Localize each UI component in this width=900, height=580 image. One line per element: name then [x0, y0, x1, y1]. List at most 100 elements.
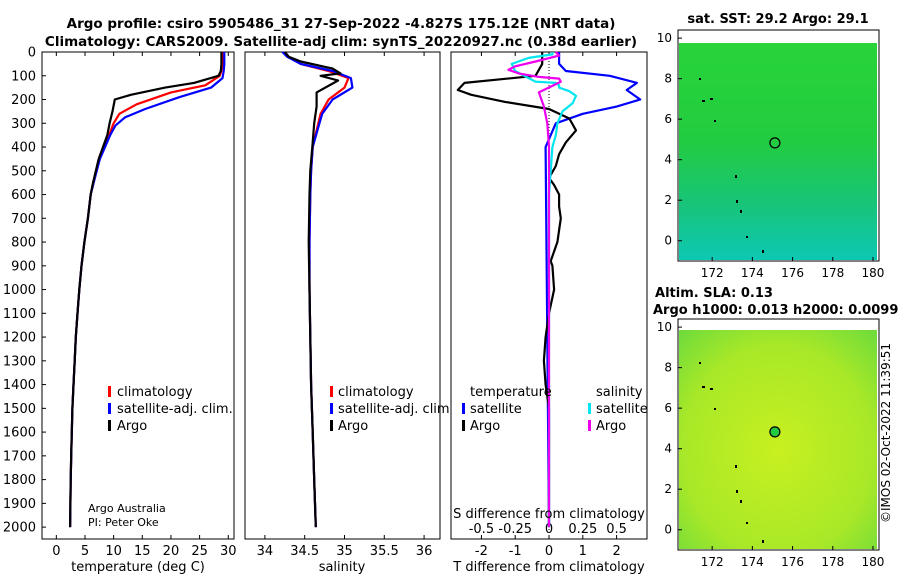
lon-tick-label: 172 — [701, 555, 724, 569]
lat-tick-label: 2 — [664, 193, 672, 207]
t-difference-tick-label: -2 — [475, 544, 488, 559]
lon-tick-label: 178 — [821, 555, 844, 569]
legend-label-climatology: climatology — [338, 385, 414, 400]
temperature-tick-label: 0 — [52, 544, 60, 559]
salinity-xlabel: salinity — [319, 560, 366, 575]
s-difference-tick-label: -0.5 — [469, 522, 494, 537]
imos-timestamp: ©IMOS 02-Oct-2022 11:39:51 — [879, 343, 893, 523]
lon-tick-label: 176 — [781, 555, 804, 569]
legend-label-s-satellite: satellite — [596, 402, 648, 417]
s-difference-tick-label: 0.5 — [606, 522, 627, 537]
temperature-tick-label: 15 — [134, 544, 151, 559]
salinity-tick-label: 34.5 — [290, 544, 319, 559]
temperature-tick-label: 25 — [191, 544, 208, 559]
depth-tick-label: 1900 — [3, 497, 36, 512]
difference-profile-lines — [456, 51, 642, 528]
sla-map-panel: Altim. SLA: 0.13 Argo h1000: 0.013 h2000… — [653, 286, 898, 569]
lat-tick-label: 2 — [664, 482, 672, 496]
credit-org: Argo Australia — [88, 502, 166, 515]
depth-tick-label: 800 — [11, 236, 36, 251]
temperature-tick-label: 5 — [81, 544, 89, 559]
series-line-argo — [69, 52, 223, 528]
legend-swatch-s-satellite — [588, 403, 591, 414]
salinity-tick-label: 35 — [336, 544, 353, 559]
depth-tick-label: 1000 — [3, 283, 36, 298]
legend-label-argo: Argo — [338, 419, 368, 434]
temperature-axes-box — [41, 51, 235, 540]
depth-tick-label: 400 — [11, 141, 36, 156]
legend-label-satellite: satellite-adj. clim. — [338, 402, 454, 417]
series-line-t-satellite — [544, 52, 642, 528]
temperature-panel: 0100200300400500600700800900100011001200… — [3, 46, 455, 575]
series-line-t-argo — [456, 52, 578, 528]
depth-tick-label: 1700 — [3, 449, 36, 464]
salinity-axes-box — [244, 51, 441, 540]
legend-swatch-argo — [330, 420, 333, 431]
salinity-panel: 34 34.5 35 35.5 36 salinity climatology sate… — [244, 51, 454, 575]
salinity-profile-lines — [281, 51, 354, 528]
t-difference-axis-ticks: -2 -1 0 1 2 — [475, 52, 621, 559]
legend-label-t-argo: Argo — [470, 419, 500, 434]
lat-tick-label: 10 — [657, 320, 672, 334]
lon-tick-label: 172 — [701, 266, 724, 280]
lon-tick-label: 180 — [862, 266, 885, 280]
sla-map-islands — [699, 362, 764, 543]
series-line-argo — [283, 51, 342, 528]
lat-tick-label: 4 — [664, 153, 672, 167]
depth-tick-label: 100 — [11, 69, 36, 84]
temperature-legend: climatology satellite-adj. clim. Argo — [108, 385, 233, 434]
lon-tick-label: 176 — [781, 266, 804, 280]
depth-tick-label: 600 — [11, 188, 36, 203]
legend-label-climatology: climatology — [117, 385, 193, 400]
sla-map-field — [679, 330, 877, 549]
salinity-tick-label: 36 — [416, 544, 433, 559]
salinity-axis-ticks: 34 34.5 35 35.5 36 — [257, 52, 433, 559]
sst-map-panel: sat. SST: 29.2 Argo: 29.1 172 174 176 178 18… — [657, 12, 885, 280]
lat-tick-label: 8 — [664, 361, 672, 375]
temperature-tick-label: 30 — [220, 544, 237, 559]
argo-location-marker — [769, 426, 781, 438]
lat-tick-label: 0 — [664, 234, 672, 248]
lon-tick-label: 178 — [821, 266, 844, 280]
depth-tick-label: 1800 — [3, 473, 36, 488]
legend-swatch-satellite — [330, 403, 333, 414]
temperature-profile-lines — [69, 52, 226, 528]
argo-location-marker — [769, 137, 781, 149]
t-difference-tick-label: 0 — [545, 544, 553, 559]
salinity-tick-label: 34 — [257, 544, 274, 559]
legend-swatch-climatology — [108, 386, 111, 397]
series-line-s-argo — [507, 51, 562, 528]
legend-swatch-s-argo — [588, 420, 591, 431]
temperature-xlabel: temperature (deg C) — [71, 560, 205, 575]
temperature-axis-ticks: 0 5 10 15 20 25 30 — [52, 52, 237, 559]
figure-title-line2: Climatology: CARS2009. Satellite-adj cli… — [45, 34, 637, 50]
temperature-tick-label: 20 — [163, 544, 180, 559]
legend-title-temperature: temperature — [470, 385, 552, 400]
salinity-tick-label: 35.5 — [370, 544, 399, 559]
difference-panel: -2 -1 0 1 2 -0.5 -0.25 0 0.25 0.5 T difference f… — [450, 51, 648, 575]
depth-tick-label: 1500 — [3, 402, 36, 417]
sst-map-field — [679, 43, 877, 260]
depth-tick-label: 500 — [11, 164, 36, 179]
depth-tick-label: 1600 — [3, 426, 36, 441]
lat-tick-label: 6 — [664, 112, 672, 126]
legend-swatch-t-argo — [462, 420, 465, 431]
sst-map-title: sat. SST: 29.2 Argo: 29.1 — [687, 12, 868, 27]
lon-tick-label: 174 — [741, 266, 764, 280]
legend-swatch-t-satellite — [462, 403, 465, 414]
s-difference-tick-label: 0 — [545, 522, 553, 537]
depth-tick-label: 200 — [11, 93, 36, 108]
sla-map-ticks: 172 174 176 178 180 0 2 4 6 8 10 — [657, 320, 885, 569]
s-difference-tick-label: 0.25 — [568, 522, 597, 537]
depth-tick-label: 1400 — [3, 378, 36, 393]
lon-tick-label: 174 — [741, 555, 764, 569]
credit-pi: PI: Peter Oke — [88, 516, 159, 529]
sst-map-islands — [699, 78, 764, 253]
legend-label-s-argo: Argo — [596, 419, 626, 434]
depth-tick-label: 2000 — [3, 521, 36, 536]
salinity-legend: climatology satellite-adj. clim. Argo — [330, 385, 454, 434]
lon-tick-label: 180 — [862, 555, 885, 569]
temperature-tick-label: 10 — [105, 544, 122, 559]
s-difference-axis-ticks: -0.5 -0.25 0 0.25 0.5 — [469, 522, 627, 537]
